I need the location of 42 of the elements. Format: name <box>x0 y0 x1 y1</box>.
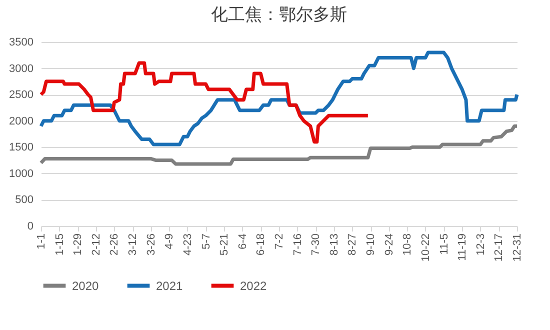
x-tick-label: 6-4 <box>236 234 249 250</box>
y-tick-label: 2500 <box>9 89 34 102</box>
x-tick-label: 7-30 <box>310 234 322 256</box>
y-tick-label: 3000 <box>9 62 34 75</box>
x-tick-label: 2-26 <box>108 234 121 256</box>
y-tick-label: 500 <box>15 194 34 206</box>
x-tick-label: 10-8 <box>402 234 414 256</box>
x-tick-label: 5-21 <box>218 234 231 256</box>
line-series <box>39 50 519 146</box>
x-tick-label: 10-22 <box>420 234 432 262</box>
x-tick-label: 1-15 <box>54 234 66 256</box>
x-tick-label: 12-17 <box>493 234 506 262</box>
chart-title: 化工焦：鄂尔多斯 <box>211 5 347 24</box>
x-tick-label: 1-1 <box>36 234 48 250</box>
x-tick-label: 12-3 <box>474 234 487 256</box>
x-tick-label: 2-12 <box>90 234 102 256</box>
x-tick-label: 11-5 <box>438 234 450 255</box>
y-tick-label: 0 <box>27 220 34 232</box>
x-tick-label: 9-10 <box>365 234 378 256</box>
legend-label: 2021 <box>156 278 184 293</box>
x-tick-label: 7-16 <box>292 234 304 256</box>
y-tick-label: 1500 <box>9 142 34 154</box>
y-tick-label: 2000 <box>9 115 34 128</box>
x-tick-label: 1-29 <box>72 234 84 256</box>
y-tick-label: 3500 <box>9 36 34 48</box>
legend-label: 2020 <box>72 278 100 293</box>
x-tick-label: 11-19 <box>456 234 469 261</box>
line-series <box>39 61 370 144</box>
x-tick-label: 8-13 <box>328 234 340 256</box>
x-tick-label: 4-9 <box>164 234 176 250</box>
x-tick-label: 5-7 <box>200 234 212 250</box>
x-tick-label: 8-27 <box>346 234 359 256</box>
x-tick-label: 12-31 <box>512 234 524 262</box>
line-series <box>39 124 519 166</box>
x-tick-label: 4-23 <box>182 234 194 256</box>
y-tick-label: 1000 <box>9 168 34 180</box>
x-tick-label: 9-24 <box>383 234 396 256</box>
x-tick-label: 3-26 <box>145 234 158 256</box>
x-tick-label: 3-12 <box>127 234 140 256</box>
x-tick-label: 6-18 <box>255 234 268 256</box>
legend-label: 2022 <box>240 278 268 293</box>
x-tick-label: 7-2 <box>274 234 286 250</box>
